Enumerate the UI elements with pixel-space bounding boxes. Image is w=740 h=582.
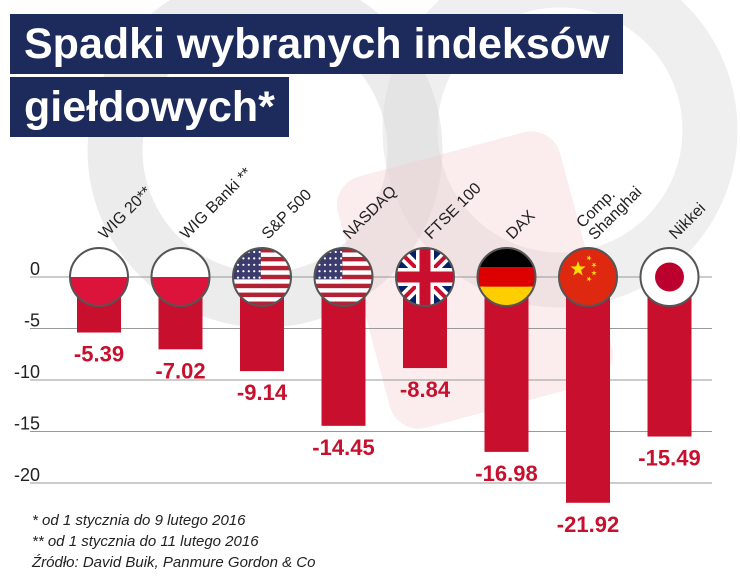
value-label: -14.45	[312, 435, 374, 460]
category-label: WIG Banki **	[177, 165, 255, 243]
china-flag-icon	[558, 247, 618, 307]
germany-flag-icon	[476, 247, 537, 307]
footnote-1: * od 1 stycznia do 9 lutego 2016	[32, 512, 246, 529]
y-tick-label: 0	[30, 259, 40, 279]
source-note: Źródło: David Buik, Panmure Gordon & Co	[32, 554, 316, 571]
chart-flags	[69, 247, 700, 307]
chart-title-line-2: giełdowych*	[10, 77, 289, 137]
bar	[566, 277, 610, 503]
y-tick-label: -10	[14, 362, 40, 382]
uk-flag-icon	[395, 247, 455, 307]
value-labels: -5.39 -7.02 -9.14 -14.45 -8.84 -16.98 -21.92 -1…	[74, 342, 701, 537]
usa-flag-icon	[313, 247, 374, 307]
footnote-2: ** od 1 stycznia do 11 lutego 2016	[32, 533, 259, 550]
value-label: -5.39	[74, 342, 124, 367]
value-label: -15.49	[638, 446, 700, 471]
poland-flag-icon	[69, 247, 129, 307]
y-tick-label: -20	[14, 465, 40, 485]
category-label: S&P 500	[259, 186, 316, 243]
japan-flag-icon	[639, 247, 700, 307]
value-label: -21.92	[557, 512, 619, 537]
usa-flag-icon	[232, 247, 292, 307]
y-axis-tick-labels: 0 -5 -10 -15 -20	[14, 259, 40, 485]
value-label: -16.98	[475, 461, 537, 486]
y-tick-label: -15	[14, 414, 40, 434]
chart-title-line-1: Spadki wybranych indeksów	[10, 14, 624, 74]
y-tick-label: -5	[24, 311, 40, 331]
value-label: -9.14	[237, 380, 288, 405]
footnotes: * od 1 stycznia do 9 lutego 2016 ** od 1…	[32, 510, 315, 573]
value-label: -7.02	[155, 358, 205, 383]
value-label: -8.84	[400, 377, 451, 402]
poland-flag-icon	[150, 247, 211, 307]
